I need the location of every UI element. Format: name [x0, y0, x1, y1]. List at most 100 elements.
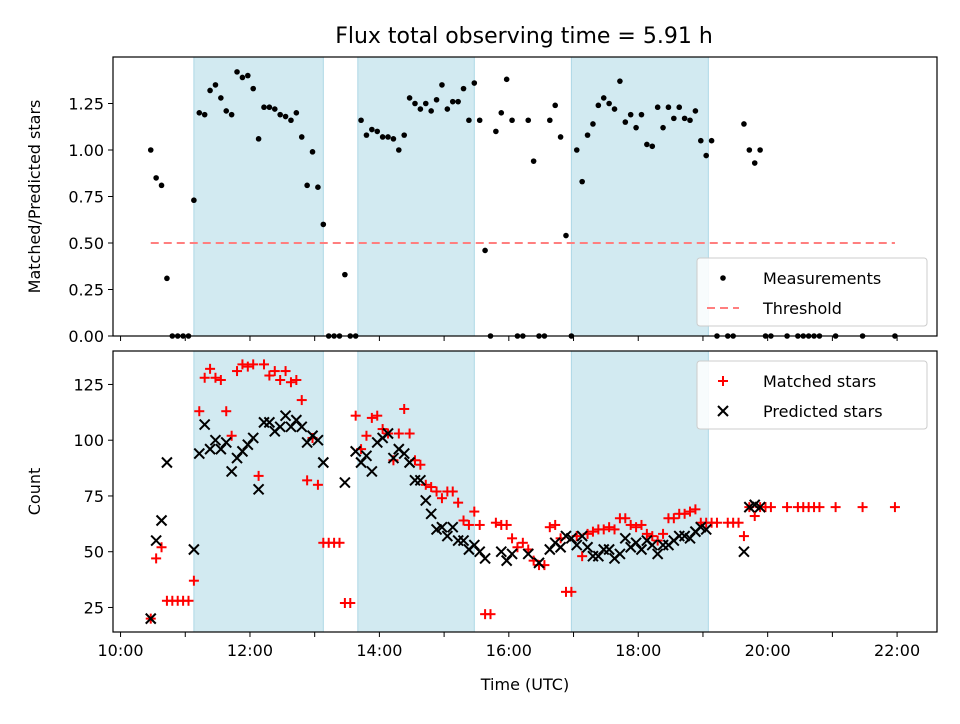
measurement-point [476, 117, 483, 124]
matched-star-point [550, 519, 561, 530]
matched-star-point [604, 522, 615, 533]
measurement-point [493, 128, 499, 135]
measurement-point [687, 117, 693, 124]
matched-star-point [361, 430, 372, 441]
matched-star-point [711, 517, 722, 528]
bottom-xtick-label: 18:00 [615, 641, 661, 660]
measurement-point [547, 117, 553, 124]
measurement-point [611, 106, 618, 112]
measurement-point [563, 232, 569, 239]
matched-star-point [765, 502, 776, 513]
predicted-star-point [209, 434, 222, 446]
measurement-point [525, 117, 532, 124]
matched-star-point [512, 542, 523, 553]
matched-star-point [830, 502, 841, 513]
top-ytick-label: 0.00 [68, 327, 104, 346]
matched-star-point [280, 366, 291, 377]
matched-star-point [237, 359, 248, 370]
measurement-point [315, 184, 321, 190]
predicted-star-point [398, 447, 410, 460]
matched-star-point [291, 374, 302, 385]
top-panel: 0.00 0.25 0.50 0.75 1.00 1.25 Matched/Predicte… [25, 56, 938, 346]
matched-star-point [415, 459, 426, 470]
predicted-star-point [155, 514, 168, 527]
matched-star-point [749, 511, 760, 522]
measurement-point [212, 82, 219, 88]
measurement-point [266, 104, 273, 111]
bottom-xtick-label: 12:00 [227, 641, 273, 660]
matched-star-point [372, 410, 383, 421]
matched-star-point [490, 517, 501, 528]
bottom-ytick-label: 75 [84, 487, 104, 506]
matched-star-point [404, 428, 415, 439]
predicted-star-point [738, 546, 750, 558]
measurement-point [757, 147, 763, 153]
matched-star-point [269, 366, 280, 377]
predicted-star-point [441, 530, 454, 542]
matched-star-point [188, 575, 199, 586]
measurement-point [482, 247, 488, 254]
matched-star-point [690, 504, 701, 515]
measurement-point [503, 76, 510, 83]
measurement-point [228, 111, 235, 118]
matched-star-point [296, 395, 307, 406]
measurement-point [374, 128, 381, 135]
measurement-point [460, 85, 467, 92]
predicted-star-point [436, 521, 448, 533]
measurement-point [207, 87, 213, 94]
measurement-point [363, 132, 370, 138]
matched-star-point [587, 526, 598, 537]
measurement-point [293, 110, 300, 116]
predicted-star-point [349, 445, 362, 458]
predicted-star-point [317, 456, 330, 469]
measurement-point [552, 102, 558, 109]
matched-star-point [221, 406, 232, 417]
matched-star-point [183, 595, 194, 606]
bottom-xtick-label: 10:00 [97, 641, 143, 660]
predicted-star-point [360, 450, 373, 462]
matched-star-point [544, 522, 555, 533]
predicted-star-point [279, 409, 292, 422]
measurement-point [412, 100, 418, 107]
predicted-star-point [387, 452, 400, 464]
matched-star-point [889, 502, 900, 513]
matched-star-point [264, 370, 275, 381]
measurement-point [201, 111, 208, 118]
measurement-point [234, 69, 240, 75]
matched-star-point [285, 377, 296, 388]
matched-star-point [258, 359, 269, 370]
matched-star-point [658, 528, 669, 539]
bottom-ylabel: Count [25, 468, 44, 516]
matched-star-point [625, 519, 636, 530]
matched-star-point [782, 502, 793, 513]
measurement-point [638, 111, 645, 118]
matched-star-point [474, 519, 485, 530]
predicted-star-point [495, 546, 507, 558]
top-ylabel: Matched/Predicted stars [25, 100, 44, 294]
measurement-point [271, 106, 278, 112]
measurement-point [622, 119, 629, 125]
matched-star-point [577, 551, 588, 562]
measurement-point [422, 100, 429, 107]
measurement-point [147, 147, 154, 153]
predicted-star-point [603, 543, 615, 556]
measurement-point [455, 98, 461, 105]
predicted-star-point [220, 436, 232, 449]
top-series-0 [147, 69, 898, 339]
measurement-point [617, 78, 623, 84]
matched-star-point [399, 403, 410, 414]
predicted-star-point [161, 456, 173, 469]
measurement-point [746, 147, 753, 153]
measurement-point [261, 104, 267, 111]
measurement-point [633, 124, 639, 131]
predicted-star-point [479, 552, 491, 565]
measurement-point [751, 160, 758, 166]
predicted-star-point [635, 543, 648, 556]
matched-star-point [463, 519, 474, 530]
bottom-ytick-label: 125 [73, 375, 104, 394]
bottom-legend-label-0: Matched stars [763, 372, 876, 391]
bottom-series-0 [145, 359, 900, 624]
matched-star-point [453, 497, 464, 508]
measurement-point [358, 117, 364, 124]
